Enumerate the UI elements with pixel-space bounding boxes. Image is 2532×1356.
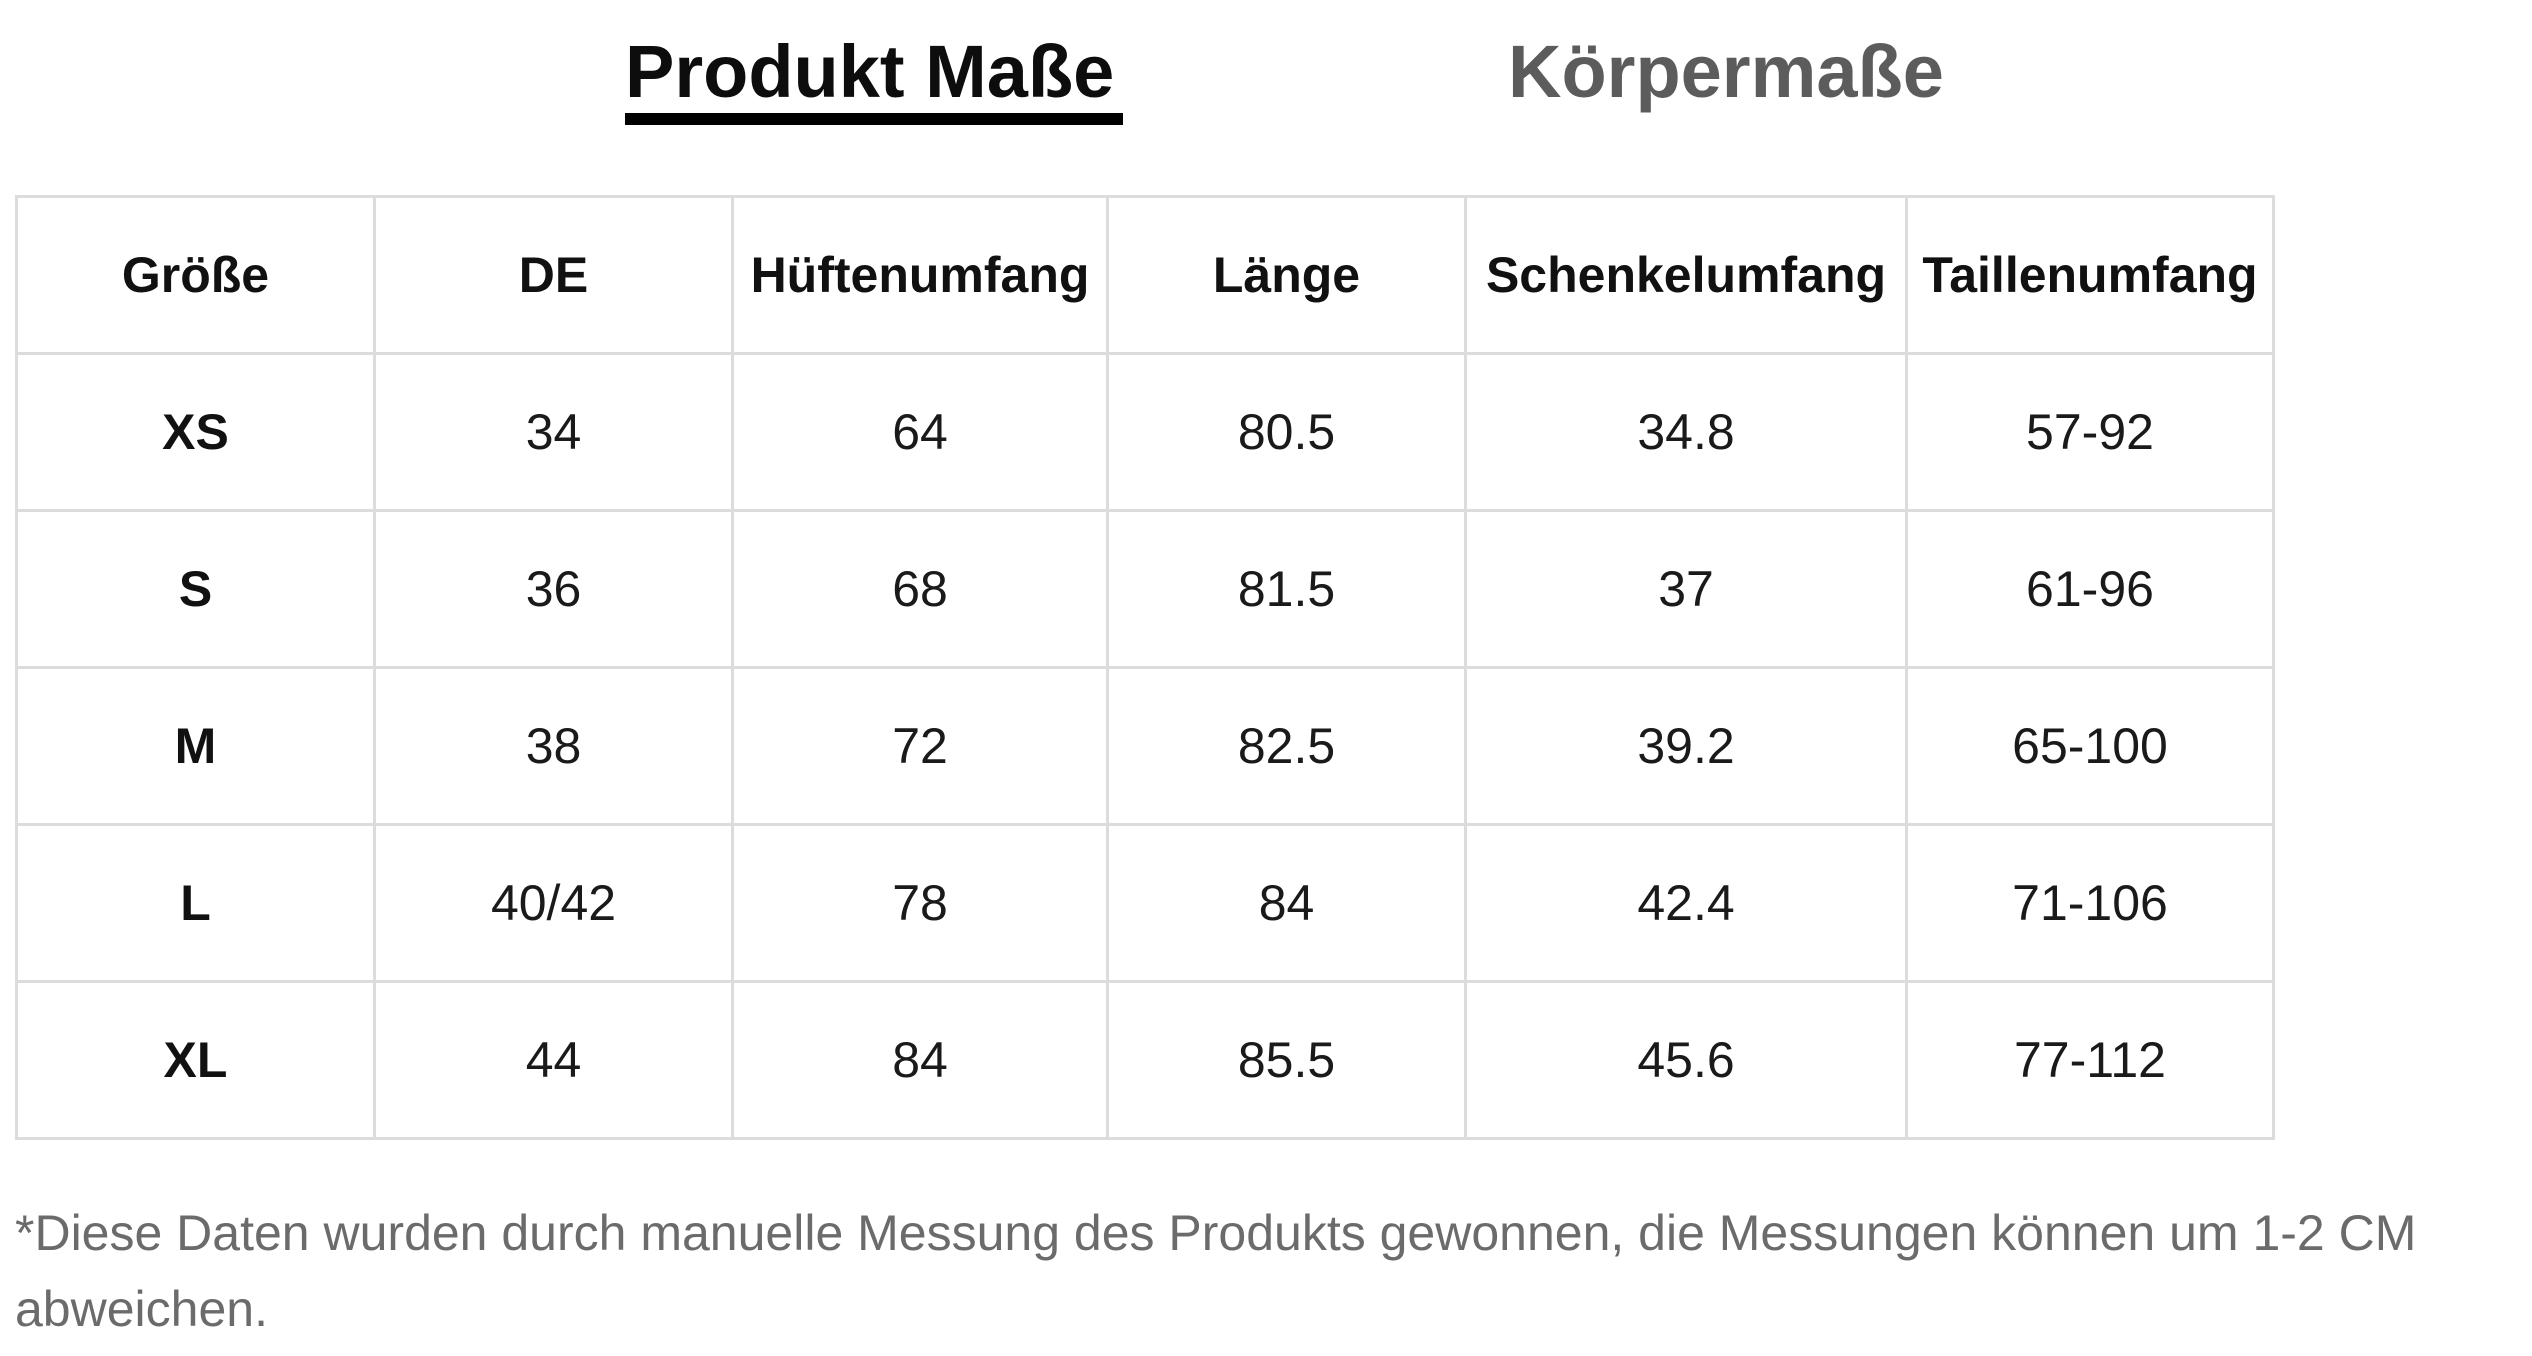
thigh-cell: 34.8 bbox=[1464, 352, 1908, 512]
table-row: XS 34 64 80.5 34.8 57-92 bbox=[15, 352, 2275, 512]
waist-cell: 61-96 bbox=[1905, 509, 2275, 669]
header-laenge: Länge bbox=[1106, 195, 1467, 355]
waist-cell: 77-112 bbox=[1905, 980, 2275, 1140]
waist-cell: 65-100 bbox=[1905, 666, 2275, 826]
size-cell: L bbox=[15, 823, 376, 983]
hip-cell: 68 bbox=[731, 509, 1109, 669]
size-cell: XL bbox=[15, 980, 376, 1140]
waist-cell: 71-106 bbox=[1905, 823, 2275, 983]
waist-cell: 57-92 bbox=[1905, 352, 2275, 512]
table-row: L 40/42 78 84 42.4 71-106 bbox=[15, 823, 2275, 983]
tab-produkt-masse[interactable]: Produkt Maße bbox=[625, 30, 1115, 113]
size-table: Größe DE Hüftenumfang Länge Schenkelumfa… bbox=[15, 195, 2275, 1140]
table-header-row: Größe DE Hüftenumfang Länge Schenkelumfa… bbox=[15, 195, 2275, 355]
de-cell: 44 bbox=[373, 980, 734, 1140]
thigh-cell: 42.4 bbox=[1464, 823, 1908, 983]
hip-cell: 78 bbox=[731, 823, 1109, 983]
active-tab-underline bbox=[625, 113, 1123, 125]
hip-cell: 64 bbox=[731, 352, 1109, 512]
header-hueftenumfang: Hüftenumfang bbox=[731, 195, 1109, 355]
header-taillenumfang: Taillenumfang bbox=[1905, 195, 2275, 355]
size-cell: XS bbox=[15, 352, 376, 512]
size-cell: S bbox=[15, 509, 376, 669]
hip-cell: 72 bbox=[731, 666, 1109, 826]
de-cell: 38 bbox=[373, 666, 734, 826]
length-cell: 84 bbox=[1106, 823, 1467, 983]
thigh-cell: 39.2 bbox=[1464, 666, 1908, 826]
de-cell: 36 bbox=[373, 509, 734, 669]
length-cell: 80.5 bbox=[1106, 352, 1467, 512]
thigh-cell: 45.6 bbox=[1464, 980, 1908, 1140]
measurement-note: *Diese Daten wurden durch manuelle Messu… bbox=[15, 1205, 2417, 1337]
header-groesse: Größe bbox=[15, 195, 376, 355]
header-schenkelumfang: Schenkelumfang bbox=[1464, 195, 1908, 355]
thigh-cell: 37 bbox=[1464, 509, 1908, 669]
hip-cell: 84 bbox=[731, 980, 1109, 1140]
length-cell: 85.5 bbox=[1106, 980, 1467, 1140]
table-row: M 38 72 82.5 39.2 65-100 bbox=[15, 666, 2275, 826]
table-row: XL 44 84 85.5 45.6 77-112 bbox=[15, 980, 2275, 1140]
size-cell: M bbox=[15, 666, 376, 826]
length-cell: 81.5 bbox=[1106, 509, 1467, 669]
de-cell: 34 bbox=[373, 352, 734, 512]
de-cell: 40/42 bbox=[373, 823, 734, 983]
length-cell: 82.5 bbox=[1106, 666, 1467, 826]
table-row: S 36 68 81.5 37 61-96 bbox=[15, 509, 2275, 669]
measurement-tabs: Produkt Maße Körpermaße bbox=[0, 0, 2532, 150]
tab-koerpermasse[interactable]: Körpermaße bbox=[1508, 30, 1944, 113]
header-de: DE bbox=[373, 195, 734, 355]
